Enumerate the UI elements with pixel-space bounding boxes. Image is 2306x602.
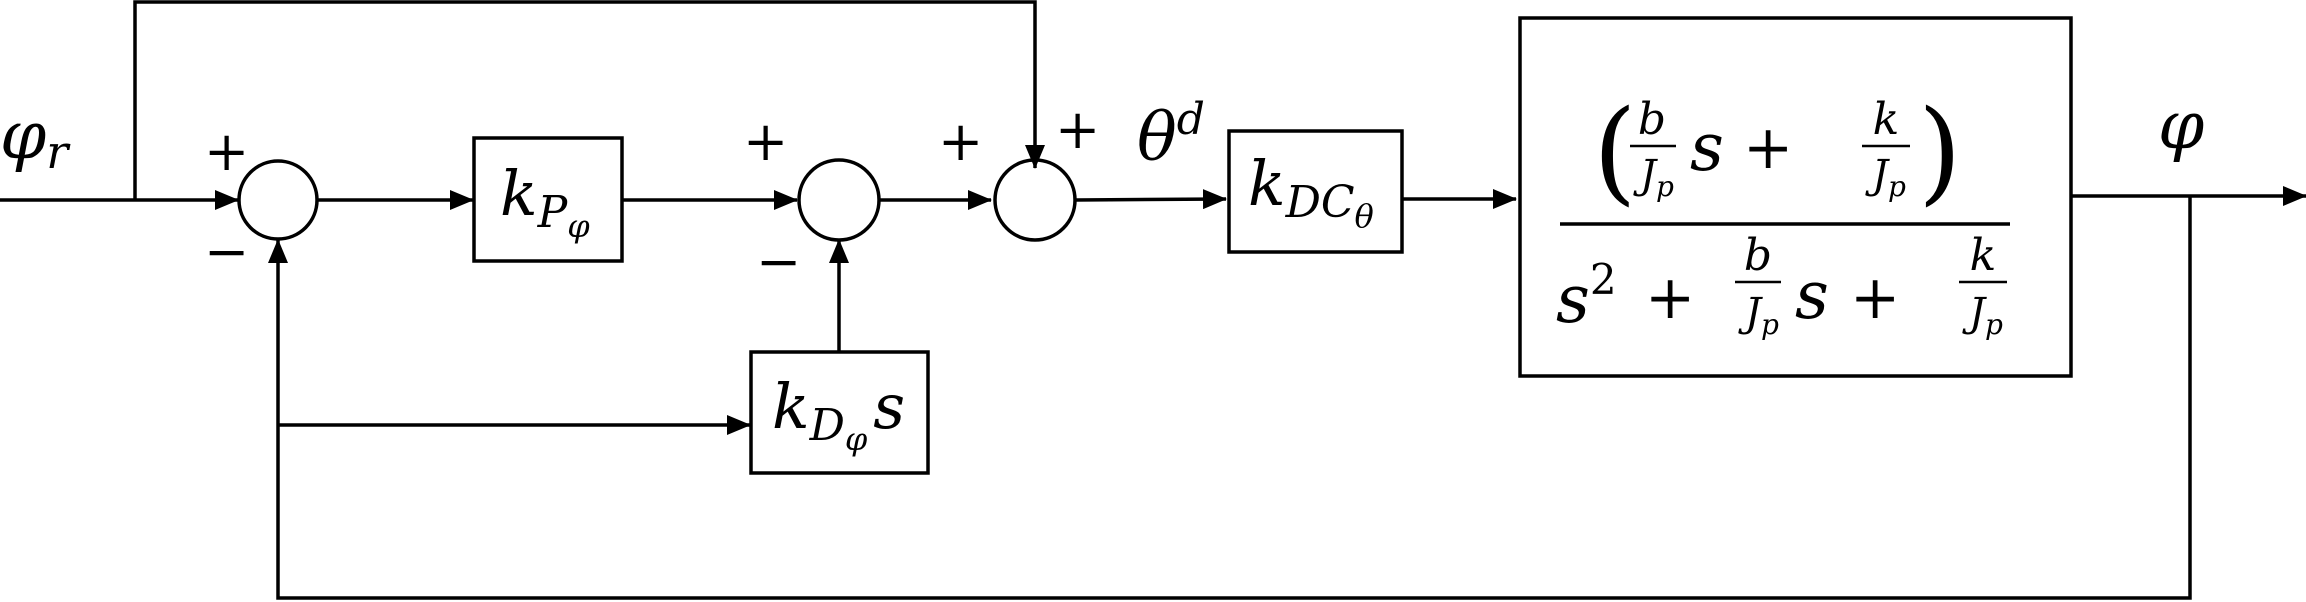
dc-gain-k: k xyxy=(1248,147,1286,220)
derivative-gain-sub: D xyxy=(809,400,845,451)
denominator-p2: p xyxy=(1985,308,2003,341)
proportional-gain-label: kPφ xyxy=(500,157,590,245)
summing-junction-3 xyxy=(993,158,1077,242)
input-signal-sub: r xyxy=(46,125,71,179)
intermediate-signal-label: θd xyxy=(1137,94,1205,176)
sum3-left-plus-sign: + xyxy=(938,110,983,173)
dc-gain-label: kDCθ xyxy=(1248,147,1374,235)
numerator-Jp2: Jp xyxy=(1865,152,1906,203)
numerator-p1: p xyxy=(1656,170,1674,203)
sum1-minus-sign: − xyxy=(204,220,249,283)
denominator-J2: J xyxy=(1962,290,1987,336)
proportional-gain-k: k xyxy=(500,157,538,230)
proportional-gain-sub: P xyxy=(537,187,569,238)
denominator-J1: J xyxy=(1738,290,1763,336)
denominator-Jp1: Jp xyxy=(1738,290,1779,341)
numerator-s: s xyxy=(1690,109,1724,186)
denominator-s: s xyxy=(1795,257,1829,334)
dc-gain-sub: DC xyxy=(1285,177,1355,228)
sum2-minus-sign: − xyxy=(756,230,801,293)
numerator-p2: p xyxy=(1888,170,1906,203)
denominator-s-base: s xyxy=(1556,261,1590,338)
proportional-gain-block xyxy=(472,136,624,263)
derivative-gain-subsub: φ xyxy=(845,420,868,458)
derivative-gain-label: kDφs xyxy=(772,370,905,458)
input-signal-phi: φ xyxy=(0,97,46,174)
dc-gain-subsub: θ xyxy=(1355,197,1374,235)
proportional-gain-subsub: φ xyxy=(567,207,590,245)
wire-sum3-to-kdc xyxy=(1075,189,1227,210)
denominator-k: k xyxy=(1970,230,1997,281)
sum3-top-plus-sign: + xyxy=(1055,98,1100,161)
numerator-left-paren: ( xyxy=(1593,87,1637,217)
summing-junction-1 xyxy=(237,159,319,241)
derivative-gain-block xyxy=(749,350,930,475)
derivative-gain-s: s xyxy=(873,370,905,443)
output-signal-label: φ xyxy=(2158,87,2204,164)
input-signal-label: φr xyxy=(0,97,71,179)
denominator-Jp2: Jp xyxy=(1962,290,2003,341)
numerator-k: k xyxy=(1873,94,1900,145)
sum2-plus-sign: + xyxy=(743,110,788,173)
numerator-right-paren: ) xyxy=(1918,87,1962,217)
plant-numerator: ( b Jp s + k Jp ) xyxy=(1593,87,1962,217)
denominator-plus1: + xyxy=(1645,263,1695,333)
numerator-b: b xyxy=(1638,94,1666,145)
numerator-plus: + xyxy=(1743,113,1793,183)
intermediate-signal-sup: d xyxy=(1177,94,1205,145)
feedback-wire xyxy=(268,196,2192,600)
sum1-plus-sign: + xyxy=(204,120,249,183)
feedforward-wire xyxy=(133,0,1045,200)
plant-denominator: s2 + b Jp s + k Jp xyxy=(1556,230,2007,341)
denominator-b: b xyxy=(1744,230,1772,281)
numerator-Jp1: Jp xyxy=(1633,152,1674,203)
derivative-gain-k: k xyxy=(772,370,810,443)
numerator-J2: J xyxy=(1865,152,1890,198)
plant-transfer-function-block xyxy=(1518,16,2073,378)
intermediate-signal-theta: θ xyxy=(1137,99,1177,176)
denominator-plus2: + xyxy=(1850,263,1900,333)
numerator-J1: J xyxy=(1633,152,1658,198)
summing-junction-2 xyxy=(797,158,881,242)
dc-gain-block xyxy=(1227,129,1404,254)
denominator-p1: p xyxy=(1761,308,1779,341)
denominator-exp: 2 xyxy=(1590,255,1617,304)
denominator-s2: s2 xyxy=(1556,255,1617,338)
